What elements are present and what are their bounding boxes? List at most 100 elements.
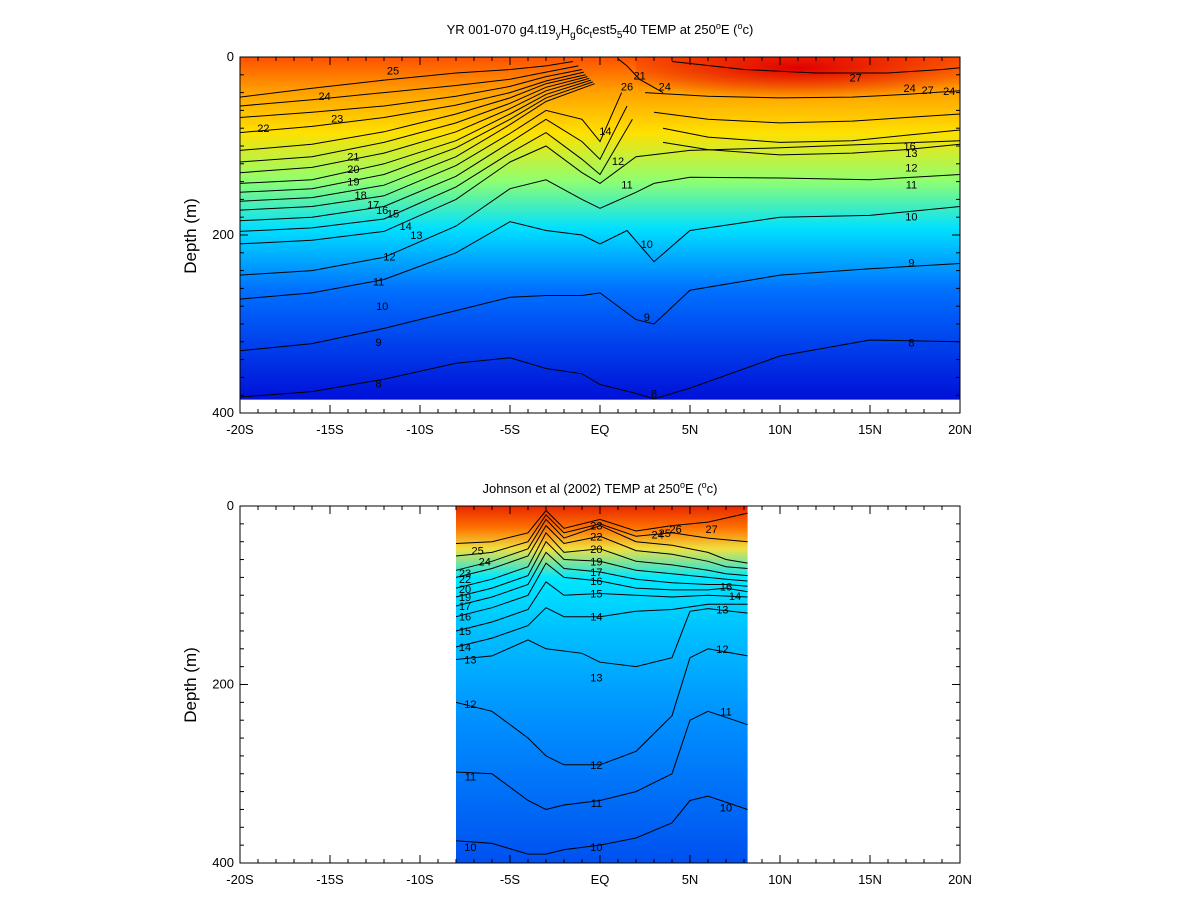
contour-label: 27 — [921, 85, 933, 97]
contour-17 — [239, 81, 593, 193]
contour-label: 15 — [459, 626, 471, 638]
contour-label: 20 — [459, 584, 471, 596]
contour-19 — [455, 540, 748, 598]
x-tick-label: -10S — [406, 872, 434, 887]
contour-label: 13 — [464, 655, 476, 667]
contour-label: 10 — [464, 842, 476, 854]
contour-label: 10 — [641, 239, 653, 251]
contour-16 — [239, 83, 595, 202]
contour-label: 16 — [376, 205, 388, 217]
contour-14 — [239, 105, 628, 222]
temperature-field — [456, 506, 748, 863]
contour-label: 11 — [465, 771, 476, 783]
contour-label: 23 — [590, 521, 602, 533]
x-tick-label: -5S — [500, 422, 521, 437]
contour-label: 10 — [590, 842, 602, 854]
contour-label: 13 — [410, 230, 422, 242]
y-tick-label: 400 — [212, 855, 234, 870]
contour-label: 13 — [716, 605, 728, 617]
contour-20 — [239, 76, 588, 163]
contour-24 — [239, 65, 579, 107]
contour-26 — [617, 58, 664, 94]
x-tick-label: 20N — [948, 872, 972, 887]
contour-19 — [239, 77, 590, 174]
contour-15 — [239, 92, 623, 211]
contour-21 — [239, 74, 586, 151]
contour-label: 12 — [612, 156, 624, 168]
contour-label: 21 — [347, 152, 359, 164]
contour-label: 27 — [705, 524, 717, 536]
contour-label: 22 — [590, 531, 602, 543]
contour-label: 26 — [669, 524, 681, 536]
y-tick-label: 0 — [227, 498, 234, 513]
contour-label: 8 — [376, 379, 382, 391]
contour-label: 9 — [908, 258, 914, 270]
contour-label: 14 — [399, 221, 411, 233]
contour-label: 16 — [590, 576, 602, 588]
contour-label: 25 — [471, 546, 483, 558]
contour-label: 12 — [383, 251, 395, 263]
contour-24 — [455, 514, 748, 557]
contour-label: 17 — [459, 601, 471, 613]
contour-label: 19 — [459, 592, 471, 604]
contour-label: 12 — [464, 699, 476, 711]
contour-13 — [455, 608, 748, 668]
contour-label: 15 — [387, 209, 399, 221]
contour-label: 12 — [590, 760, 602, 772]
contour-22 — [239, 71, 584, 134]
contour-13 — [239, 119, 633, 232]
contour-25 — [239, 61, 574, 98]
contour-10 — [455, 795, 748, 855]
contour-label: 23 — [459, 568, 471, 580]
x-tick-label: -15S — [316, 872, 344, 887]
x-tick-label: EQ — [591, 422, 610, 437]
contour-label: 8 — [651, 388, 657, 400]
contour-label: 9 — [644, 312, 650, 324]
contour-16 — [455, 562, 748, 618]
x-tick-label: 10N — [768, 872, 792, 887]
contour-11 — [455, 710, 748, 811]
contour-label: 14 — [590, 612, 602, 624]
contour-label: 24 — [479, 556, 491, 568]
contour-label: 18 — [354, 190, 366, 202]
field-fill — [456, 506, 748, 863]
contour-label: 24 — [318, 91, 330, 103]
contour-27 — [671, 61, 961, 74]
x-tick-label: -10S — [406, 422, 434, 437]
x-tick-label: 5N — [682, 422, 699, 437]
contour-label: 11 — [906, 179, 917, 191]
contour-label: 9 — [376, 337, 382, 349]
x-tick-label: -15S — [316, 422, 344, 437]
observation-panel: Johnson et al (2002) TEMP at 250oE (oc) … — [181, 480, 972, 887]
contour-label: 12 — [905, 162, 917, 174]
contour-lines — [455, 509, 748, 855]
temperature-field — [240, 57, 960, 400]
x-tick-label: 5N — [682, 872, 699, 887]
contour-label: 14 — [729, 591, 741, 603]
contour-label: 10 — [720, 803, 732, 815]
contour-17 — [455, 551, 748, 607]
x-tick-label: -20S — [226, 872, 254, 887]
contour-label: 21 — [633, 71, 645, 83]
contour-label: 19 — [347, 177, 359, 189]
contour-label: 15 — [590, 588, 602, 600]
x-tick-label: 10N — [768, 422, 792, 437]
contour-label: 23 — [331, 113, 343, 125]
x-tick-label: 15N — [858, 872, 882, 887]
contour-label: 14 — [599, 126, 611, 138]
x-tick-label: -20S — [226, 422, 254, 437]
contour-label: 11 — [373, 276, 384, 288]
contour-label: 24 — [903, 83, 915, 95]
contour-label: 10 — [905, 211, 917, 223]
contour-label: 25 — [387, 65, 399, 77]
contour-20 — [455, 531, 748, 589]
panel1-title: YR 001-070 g4.t19yHg6ctest5540 TEMP at 2… — [447, 21, 754, 41]
axes: -20S -15S -10S -5S EQ 5N 10N 15N 20N 0 200 400 — [212, 498, 972, 887]
contour-label: 12 — [716, 644, 728, 656]
contour-14 — [662, 141, 961, 156]
warm-pool — [636, 57, 960, 111]
contour-21 — [653, 111, 961, 124]
contour-label: 17 — [367, 200, 379, 212]
